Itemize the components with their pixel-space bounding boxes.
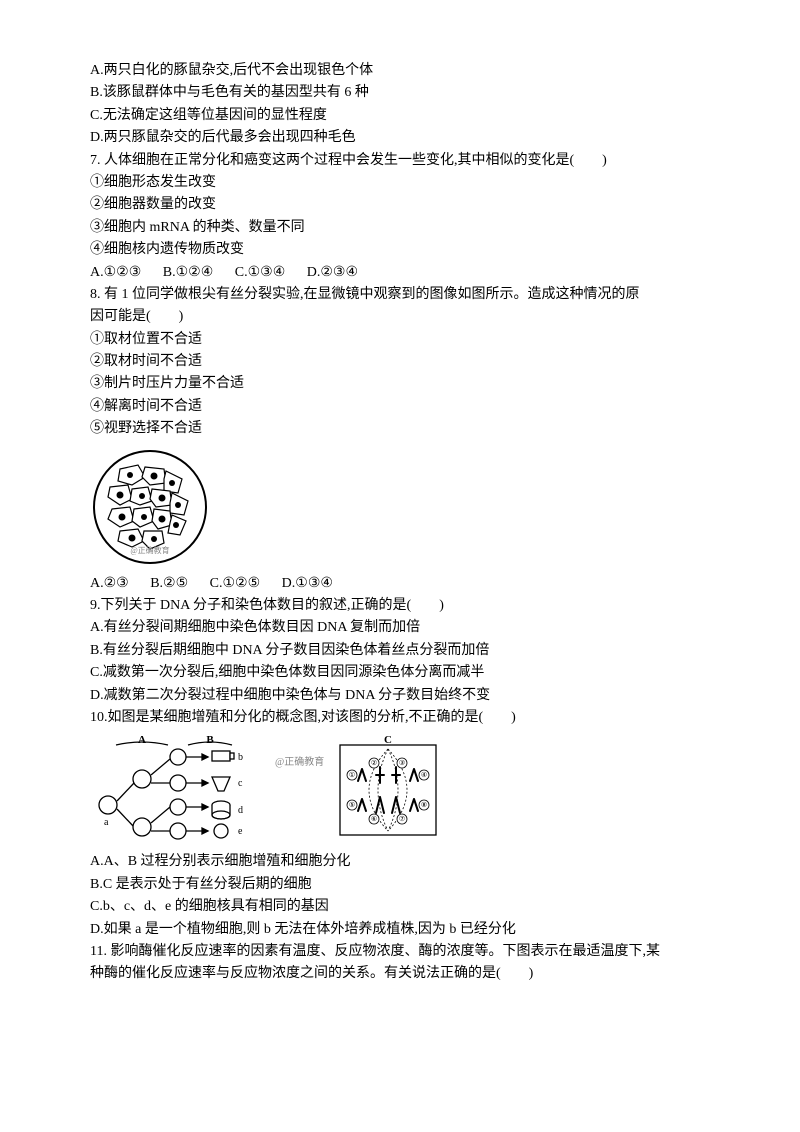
svg-text:b: b [238, 752, 243, 763]
svg-text:d: d [238, 805, 243, 816]
q8-opt-b: B.②⑤ [150, 576, 188, 591]
q6-opt-c: C.无法确定这组等位基因间的显性程度 [90, 105, 710, 127]
svg-text:c: c [238, 778, 243, 789]
q6-opt-a: A.两只白化的豚鼠杂交,后代不会出现银色个体 [90, 60, 710, 82]
svg-text:②: ② [371, 759, 377, 767]
q10-opt-d: D.如果 a 是一个植物细胞,则 b 无法在体外培养成植株,因为 b 已经分化 [90, 919, 710, 941]
q7-s4: ④细胞核内遗传物质改变 [90, 239, 710, 261]
q8-opt-a: A.②③ [90, 576, 129, 591]
q8-stem2: 因可能是( ) [90, 306, 710, 328]
q10-figure: A B a b c d e @正确教育 C [90, 735, 710, 845]
q8-options: A.②③ B.②⑤ C.①②⑤ D.①③④ [90, 573, 710, 595]
q10-opt-a: A.A、B 过程分别表示细胞增殖和细胞分化 [90, 851, 710, 873]
q7-stem: 7. 人体细胞在正常分化和癌变这两个过程中会发生一些变化,其中相似的变化是( ) [90, 150, 710, 172]
q8-s4: ④解离时间不合适 [90, 396, 710, 418]
q7-s2: ②细胞器数量的改变 [90, 194, 710, 216]
svg-text:⑦: ⑦ [399, 815, 405, 823]
q8-s1: ①取材位置不合适 [90, 329, 710, 351]
q9-opt-d: D.减数第二次分裂过程中细胞中染色体与 DNA 分子数目始终不变 [90, 685, 710, 707]
q8-s5: ⑤视野选择不合适 [90, 418, 710, 440]
watermark-text: @正确教育 [130, 545, 169, 555]
svg-text:⑧: ⑧ [421, 801, 427, 809]
svg-text:①: ① [349, 771, 355, 779]
q8-s3: ③制片时压片力量不合适 [90, 373, 710, 395]
svg-text:e: e [238, 826, 243, 837]
q7-opt-b: B.①②④ [163, 265, 214, 280]
q11-stem1: 11. 影响酶催化反应速率的因素有温度、反应物浓度、酶的浓度等。下图表示在最适温… [90, 941, 710, 963]
q8-s2: ②取材时间不合适 [90, 351, 710, 373]
q7-s3: ③细胞内 mRNA 的种类、数量不同 [90, 217, 710, 239]
q8-opt-d: D.①③④ [282, 576, 333, 591]
q10-stem: 10.如图是某细胞增殖和分化的概念图,对该图的分析,不正确的是( ) [90, 707, 710, 729]
q6-opt-b: B.该豚鼠群体中与毛色有关的基因型共有 6 种 [90, 82, 710, 104]
exam-page: A.两只白化的豚鼠杂交,后代不会出现银色个体 B.该豚鼠群体中与毛色有关的基因型… [0, 0, 800, 1132]
q9-opt-c: C.减数第一次分裂后,细胞中染色体数目因同源染色体分离而减半 [90, 662, 710, 684]
svg-text:B: B [206, 735, 214, 746]
q7-opt-c: C.①③④ [235, 265, 286, 280]
svg-text:C: C [384, 735, 392, 746]
svg-text:③: ③ [399, 759, 405, 767]
q10-opt-b: B.C 是表示处于有丝分裂后期的细胞 [90, 874, 710, 896]
q8-opt-c: C.①②⑤ [210, 576, 261, 591]
q7-opt-a: A.①②③ [90, 265, 141, 280]
svg-text:④: ④ [421, 771, 427, 779]
svg-text:⑤: ⑤ [349, 801, 355, 809]
q9-opt-b: B.有丝分裂后期细胞中 DNA 分子数目因染色体着丝点分裂而加倍 [90, 640, 710, 662]
svg-text:a: a [104, 817, 109, 828]
svg-text:A: A [138, 735, 146, 746]
q8-stem1: 8. 有 1 位同学做根尖有丝分裂实验,在显微镜中观察到的图像如图所示。造成这种… [90, 284, 710, 306]
q7-options: A.①②③ B.①②④ C.①③④ D.②③④ [90, 262, 710, 284]
q9-opt-a: A.有丝分裂间期细胞中染色体数目因 DNA 复制而加倍 [90, 617, 710, 639]
svg-text:⑥: ⑥ [371, 815, 377, 823]
q7-opt-d: D.②③④ [307, 265, 358, 280]
q10-opt-c: C.b、c、d、e 的细胞核具有相同的基因 [90, 896, 710, 918]
q9-stem: 9.下列关于 DNA 分子和染色体数目的叙述,正确的是( ) [90, 595, 710, 617]
q7-s1: ①细胞形态发生改变 [90, 172, 710, 194]
q6-opt-d: D.两只豚鼠杂交的后代最多会出现四种毛色 [90, 127, 710, 149]
q8-figure: @正确教育 [90, 447, 710, 567]
svg-text:@正确教育: @正确教育 [275, 755, 324, 768]
q11-stem2: 种酶的催化反应速率与反应物浓度之间的关系。有关说法正确的是( ) [90, 963, 710, 985]
